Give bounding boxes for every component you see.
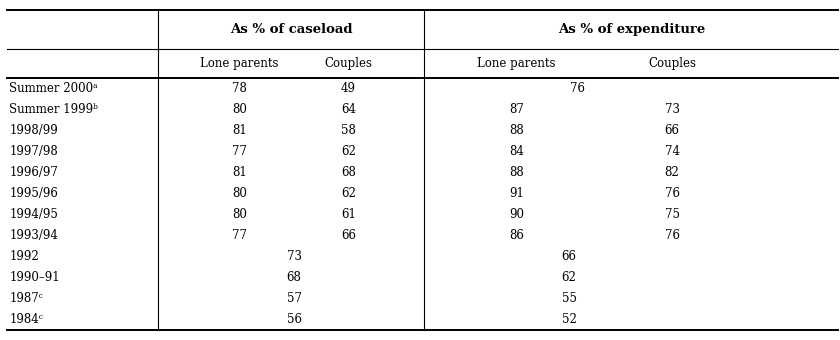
Text: Summer 2000ᵃ: Summer 2000ᵃ <box>9 82 98 95</box>
Text: 1984ᶜ: 1984ᶜ <box>9 313 43 326</box>
Text: 1990–91: 1990–91 <box>9 271 60 284</box>
Text: 82: 82 <box>664 166 680 179</box>
Text: 76: 76 <box>664 187 680 200</box>
Text: 81: 81 <box>232 124 247 137</box>
Text: 75: 75 <box>664 208 680 221</box>
Text: 1992: 1992 <box>9 250 39 263</box>
Text: Summer 1999ᵇ: Summer 1999ᵇ <box>9 103 98 116</box>
Text: 52: 52 <box>562 313 576 326</box>
Text: 61: 61 <box>341 208 356 221</box>
Text: 62: 62 <box>341 187 356 200</box>
Text: 1997/98: 1997/98 <box>9 145 58 158</box>
Text: 88: 88 <box>509 124 524 137</box>
Text: 55: 55 <box>562 292 576 305</box>
Text: 64: 64 <box>341 103 356 116</box>
Text: Lone parents: Lone parents <box>477 57 556 70</box>
Text: 56: 56 <box>286 313 302 326</box>
Text: 1996/97: 1996/97 <box>9 166 58 179</box>
Text: As % of expenditure: As % of expenditure <box>558 23 705 36</box>
Text: 66: 66 <box>341 229 356 242</box>
Text: 76: 76 <box>570 82 585 95</box>
Text: 74: 74 <box>664 145 680 158</box>
Text: Couples: Couples <box>648 57 696 70</box>
Text: 68: 68 <box>286 271 302 284</box>
Text: 73: 73 <box>664 103 680 116</box>
Text: 49: 49 <box>341 82 356 95</box>
Text: 91: 91 <box>509 187 524 200</box>
Text: 1987ᶜ: 1987ᶜ <box>9 292 43 305</box>
Text: 73: 73 <box>286 250 302 263</box>
Text: 84: 84 <box>509 145 524 158</box>
Text: 88: 88 <box>509 166 524 179</box>
Text: 1994/95: 1994/95 <box>9 208 58 221</box>
Text: Couples: Couples <box>324 57 373 70</box>
Text: 80: 80 <box>232 187 247 200</box>
Text: 78: 78 <box>232 82 247 95</box>
Text: 1993/94: 1993/94 <box>9 229 58 242</box>
Text: 66: 66 <box>664 124 680 137</box>
Text: 81: 81 <box>232 166 247 179</box>
Text: 77: 77 <box>232 145 247 158</box>
Text: 57: 57 <box>286 292 302 305</box>
Text: 68: 68 <box>341 166 356 179</box>
Text: 58: 58 <box>341 124 356 137</box>
Text: 80: 80 <box>232 208 247 221</box>
Text: 76: 76 <box>664 229 680 242</box>
Text: As % of caseload: As % of caseload <box>230 23 352 36</box>
Text: 66: 66 <box>562 250 576 263</box>
Text: 86: 86 <box>509 229 524 242</box>
Text: 80: 80 <box>232 103 247 116</box>
Text: 1998/99: 1998/99 <box>9 124 58 137</box>
Text: 62: 62 <box>341 145 356 158</box>
Text: 77: 77 <box>232 229 247 242</box>
Text: 87: 87 <box>509 103 524 116</box>
Text: 62: 62 <box>562 271 576 284</box>
Text: 90: 90 <box>509 208 524 221</box>
Text: Lone parents: Lone parents <box>200 57 279 70</box>
Text: 1995/96: 1995/96 <box>9 187 58 200</box>
